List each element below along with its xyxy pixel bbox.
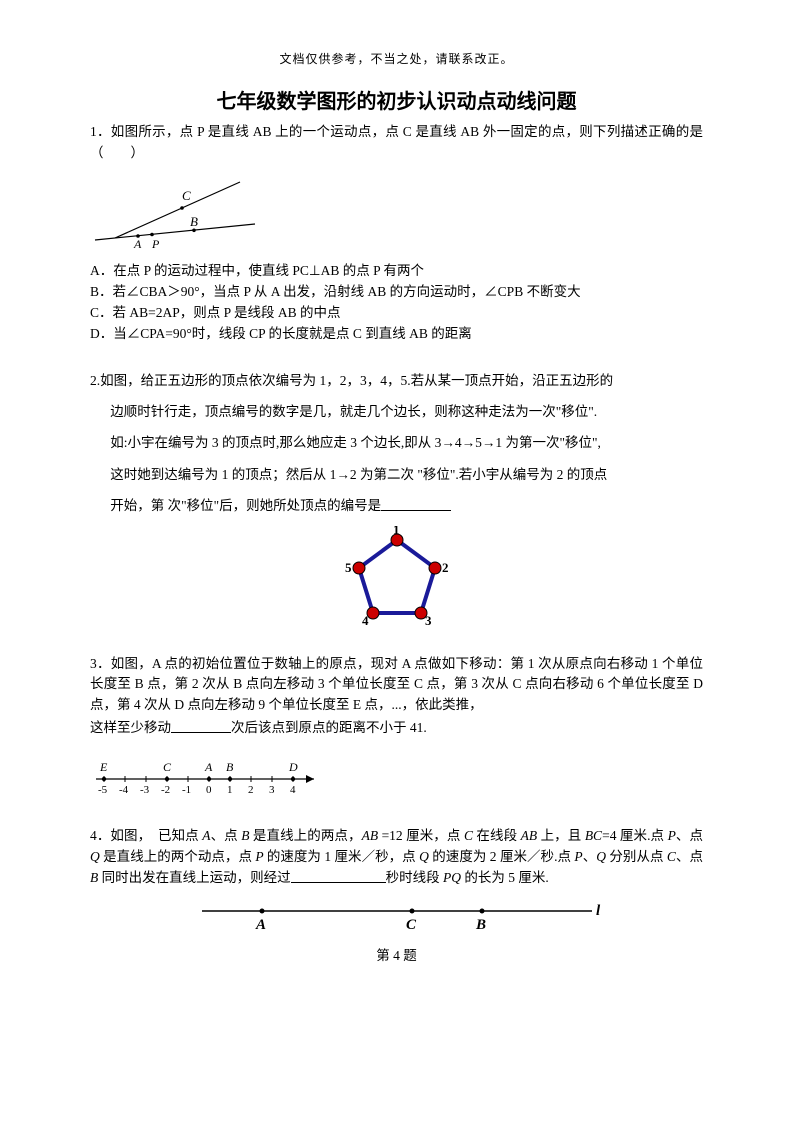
q1-opt-b: B．若∠CBA＞90°，当点 P 从 A 出发，沿射线 AB 的方向运动时，∠C… — [90, 282, 703, 303]
t1: -4 — [119, 784, 129, 796]
lE: E — [99, 760, 108, 774]
header-note: 文档仅供参考，不当之处，请联系改正。 — [90, 50, 703, 67]
q2-v3: 3 — [425, 613, 432, 628]
t4: -1 — [182, 784, 191, 796]
q2-p4: 这时她到达编号为 1 的顶点；然后从 1→2 为第二次 "移位".若小宇从编号为… — [90, 460, 703, 489]
t3: -2 — [161, 784, 170, 796]
t9: 4 — [290, 784, 296, 796]
q1-figure: C A P B — [90, 170, 703, 257]
q2-pentagon: 1 2 3 4 5 — [337, 526, 457, 636]
q4-text: 4．如图， 已知点 A、点 B 是直线上的两点，AB =12 厘米，点 C 在线… — [90, 826, 703, 889]
t5: 0 — [206, 784, 212, 796]
q2-p5: 开始，第 次"移位"后，则她所处顶点的编号是 — [90, 491, 703, 520]
question-1: 1．如图所示，点 P 是直线 AB 上的一个运动点，点 C 是直线 AB 外一固… — [90, 122, 703, 344]
q1-options: A．在点 P 的运动过程中，使直线 PC⊥AB 的点 P 有两个 B．若∠CBA… — [90, 261, 703, 345]
q3-figure: -5 -4 -3 -2 -1 0 1 2 3 4 E C A B D — [90, 755, 703, 806]
q1-label-p: P — [151, 237, 160, 250]
q4-blank[interactable] — [291, 870, 386, 884]
lB: B — [226, 760, 234, 774]
q3-p2-pre: 这样至少移动 — [90, 720, 171, 735]
t2: -3 — [140, 784, 150, 796]
q1-opt-c: C．若 AB=2AP，则点 P 是线段 AB 的中点 — [90, 303, 703, 324]
q1-label-b: B — [190, 214, 198, 229]
q3-blank[interactable] — [171, 720, 231, 734]
q4l: l — [596, 903, 601, 919]
q2-p5-text: 开始，第 次"移位"后，则她所处顶点的编号是 — [110, 498, 381, 513]
question-2: 2.如图，给正五边形的顶点依次编号为 1，2，3，4，5.若从某一顶点开始，沿正… — [90, 366, 703, 645]
t8: 3 — [269, 784, 275, 796]
q2-v1: 1 — [393, 526, 400, 537]
q3-p2: 这样至少移动 次后该点到原点的距离不小于 41. — [90, 718, 703, 739]
t0: -5 — [98, 784, 108, 796]
q2-v2: 2 — [442, 560, 449, 575]
q4-caption: 第 4 题 — [90, 946, 703, 967]
q4-figure: A C B l 第 4 题 — [90, 899, 703, 967]
q2-p2: 边顺时针行走，顶点编号的数字是几，就走几个边长，则称这种走法为一次"移位". — [90, 397, 703, 426]
q2-v4: 4 — [362, 613, 369, 628]
main-title: 七年级数学图形的初步认识动点动线问题 — [90, 85, 703, 114]
q1-label-a: A — [133, 237, 142, 250]
q4B: B — [475, 917, 486, 933]
question-3: 3．如图，A 点的初始位置位于数轴上的原点，现对 A 点做如下移动：第 1 次从… — [90, 654, 703, 807]
q1-stem: 1．如图所示，点 P 是直线 AB 上的一个运动点，点 C 是直线 AB 外一固… — [90, 122, 703, 164]
question-4: 4．如图， 已知点 A、点 B 是直线上的两点，AB =12 厘米，点 C 在线… — [90, 826, 703, 967]
lD: D — [288, 760, 298, 774]
t6: 1 — [227, 784, 233, 796]
q3-p1: 3．如图，A 点的初始位置位于数轴上的原点，现对 A 点做如下移动：第 1 次从… — [90, 654, 703, 717]
q2-p1: 2.如图，给正五边形的顶点依次编号为 1，2，3，4，5.若从某一顶点开始，沿正… — [90, 366, 703, 395]
t7: 2 — [248, 784, 254, 796]
q1-opt-d: D．当∠CPA=90°时，线段 CP 的长度就是点 C 到直线 AB 的距离 — [90, 324, 703, 345]
q1-label-c: C — [182, 188, 191, 203]
lA: A — [204, 760, 213, 774]
q2-p3: 如:小宇在编号为 3 的顶点时,那么她应走 3 个边长,即从 3→4→5→1 为… — [90, 428, 703, 457]
q2-blank[interactable] — [381, 497, 451, 511]
lC: C — [163, 760, 172, 774]
q4A: A — [255, 917, 266, 933]
q3-p2-post: 次后该点到原点的距离不小于 41. — [231, 720, 427, 735]
q2-v5: 5 — [345, 560, 352, 575]
q4C: C — [406, 917, 417, 933]
q1-opt-a: A．在点 P 的运动过程中，使直线 PC⊥AB 的点 P 有两个 — [90, 261, 703, 282]
